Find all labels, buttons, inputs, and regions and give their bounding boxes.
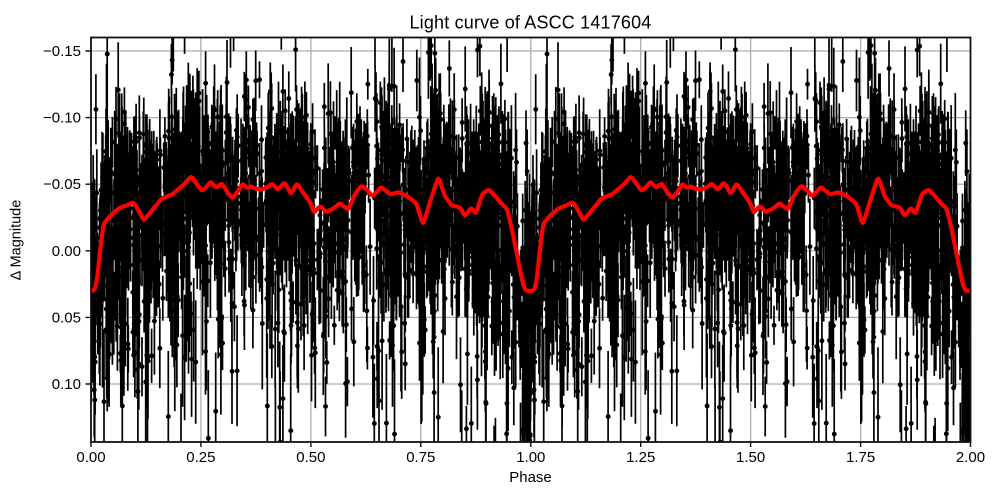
svg-text:−0.10: −0.10 — [43, 110, 81, 127]
svg-text:0.00: 0.00 — [52, 243, 81, 260]
svg-text:1.25: 1.25 — [626, 449, 655, 466]
svg-text:0.00: 0.00 — [76, 449, 105, 466]
svg-text:0.25: 0.25 — [186, 449, 215, 466]
svg-text:Light curve of ASCC 1417604: Light curve of ASCC 1417604 — [409, 13, 651, 33]
svg-text:0.50: 0.50 — [296, 449, 325, 466]
svg-text:−0.15: −0.15 — [43, 43, 81, 60]
svg-text:0.75: 0.75 — [406, 449, 435, 466]
svg-text:Phase: Phase — [509, 469, 552, 486]
svg-text:−0.05: −0.05 — [43, 176, 81, 193]
svg-text:0.05: 0.05 — [52, 309, 81, 326]
svg-text:1.75: 1.75 — [846, 449, 875, 466]
svg-text:Δ Magnitude: Δ Magnitude — [9, 200, 25, 281]
svg-text:0.10: 0.10 — [52, 376, 81, 393]
svg-text:2.00: 2.00 — [956, 449, 985, 466]
svg-text:1.50: 1.50 — [736, 449, 765, 466]
svg-text:1.00: 1.00 — [516, 449, 545, 466]
